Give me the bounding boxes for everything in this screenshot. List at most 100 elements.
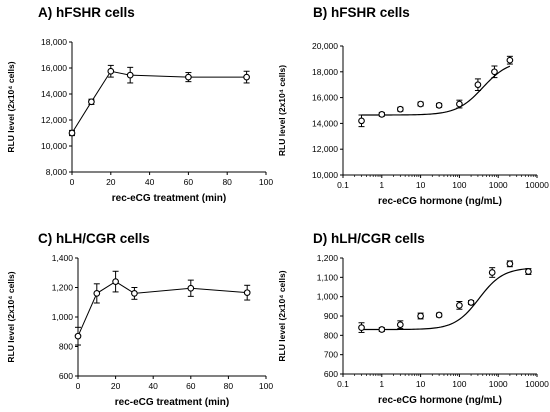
x-tick-label: 1000: [489, 379, 508, 389]
data-point: [93, 290, 101, 297]
y-tick-label: 600: [59, 371, 73, 381]
data-point: [112, 278, 119, 285]
series-line: [71, 70, 247, 134]
x-axis-label: rec-eCG treatment (min): [112, 193, 226, 204]
data-point: [243, 289, 251, 297]
series-line: [77, 281, 248, 337]
data-point: [396, 105, 404, 113]
x-tick-label: 80: [224, 381, 234, 391]
y-axis-label: RLU level (2x10⁴ cells): [6, 61, 16, 152]
x-tick-label: 10: [416, 180, 426, 190]
x-tick-label: 40: [148, 381, 158, 391]
x-tick-label: 10: [416, 379, 426, 389]
x-tick-label: 0.1: [337, 379, 349, 389]
x-tick-label: 0: [70, 177, 75, 187]
chart-title: B) hFSHR cells: [313, 5, 410, 20]
y-tick-label: 1,100: [317, 272, 339, 282]
x-axis-label: rec-eCG hormone (ng/mL): [378, 395, 502, 406]
y-tick-label: 1,000: [317, 292, 339, 302]
y-tick-label: 10,000: [312, 170, 338, 180]
chart-panel-b: B) hFSHR cells 10,000 12,000 14,000 16,000 18…: [277, 5, 549, 207]
chart-title: C) hLH/CGR cells: [38, 231, 150, 246]
chart-panel-a: A) hFSHR cells 8,000 10,000 12,000 14,000 16,…: [6, 5, 273, 204]
data-point: [358, 324, 365, 331]
chart-title: A) hFSHR cells: [38, 5, 135, 20]
y-tick-label: 1,400: [52, 253, 74, 263]
x-tick-label: 0: [76, 381, 81, 391]
data-point: [456, 302, 463, 309]
y-tick-label: 900: [324, 311, 338, 321]
x-axis-label: rec-eCG treatment (min): [115, 397, 229, 408]
data-point: [74, 332, 82, 340]
y-axis-label: RLU level (2x10⁴ cells): [277, 65, 287, 156]
data-point: [131, 290, 138, 297]
y-tick-label: 12,000: [41, 115, 67, 125]
y-tick-label: 14,000: [312, 118, 338, 128]
x-tick-label: 100: [259, 177, 273, 187]
data-point: [491, 68, 498, 76]
y-axis-label: RLU level (2x10⁴ cells): [6, 271, 16, 362]
data-point: [185, 73, 192, 81]
fit-curve: [361, 65, 511, 116]
chart-panel-d: D) hLH/CGR cells 600 700 800 900 1,000 1,100 1,…: [277, 231, 549, 406]
x-axis-label: rec-eCG hormone (ng/mL): [378, 196, 502, 207]
y-tick-label: 600: [324, 369, 338, 379]
data-point: [456, 100, 463, 108]
y-tick-label: 18,000: [41, 37, 67, 47]
x-tick-label: 100: [452, 180, 466, 190]
y-tick-label: 12,000: [312, 144, 338, 154]
data-point: [417, 100, 424, 108]
y-tick-label: 8,000: [46, 167, 68, 177]
x-tick-label: 20: [106, 177, 116, 187]
data-point: [474, 81, 482, 89]
data-point: [378, 326, 386, 333]
data-point: [88, 98, 95, 106]
y-tick-label: 1,200: [52, 283, 74, 293]
chart-title: D) hLH/CGR cells: [313, 231, 425, 246]
chart-panel-c: C) hLH/CGR cells 600 800 1,000 1,200 1,400 0 20…: [6, 231, 273, 408]
y-tick-label: 20,000: [312, 41, 338, 51]
x-tick-label: 1: [379, 379, 384, 389]
data-point: [358, 117, 365, 125]
data-point: [506, 56, 514, 64]
x-tick-label: 100: [452, 379, 466, 389]
data-point: [68, 129, 76, 137]
y-tick-label: 14,000: [41, 89, 67, 99]
x-tick-label: 1: [379, 180, 384, 190]
data-point: [417, 312, 424, 320]
y-tick-label: 800: [59, 342, 73, 352]
y-tick-label: 16,000: [312, 93, 338, 103]
x-tick-label: 0.1: [337, 180, 349, 190]
y-tick-label: 1,000: [52, 312, 74, 322]
y-tick-label: 10,000: [41, 141, 67, 151]
x-tick-label: 60: [186, 381, 196, 391]
x-tick-label: 10000: [525, 379, 549, 389]
y-tick-label: 1,200: [317, 253, 339, 263]
data-point: [467, 299, 475, 306]
data-point: [187, 284, 195, 292]
x-tick-label: 20: [111, 381, 121, 391]
x-tick-label: 80: [222, 177, 232, 187]
y-tick-label: 16,000: [41, 63, 67, 73]
data-point: [435, 311, 443, 319]
y-tick-label: 700: [324, 350, 338, 360]
data-point: [107, 67, 115, 75]
data-point: [126, 71, 134, 79]
data-point: [525, 268, 532, 275]
data-point: [378, 111, 386, 118]
x-tick-label: 60: [184, 177, 194, 187]
data-point: [243, 73, 250, 81]
fit-curve: [361, 268, 529, 331]
x-tick-label: 10000: [525, 180, 549, 190]
data-point: [488, 269, 496, 276]
y-axis-label: RLU level (2x10⁴ cells): [277, 270, 287, 361]
data-point: [506, 260, 514, 268]
x-tick-label: 100: [259, 381, 273, 391]
x-tick-label: 40: [145, 177, 155, 187]
data-point: [435, 101, 443, 109]
data-point: [396, 321, 404, 329]
x-tick-label: 1000: [489, 180, 508, 190]
y-tick-label: 800: [324, 330, 338, 340]
y-tick-label: 18,000: [312, 67, 338, 77]
